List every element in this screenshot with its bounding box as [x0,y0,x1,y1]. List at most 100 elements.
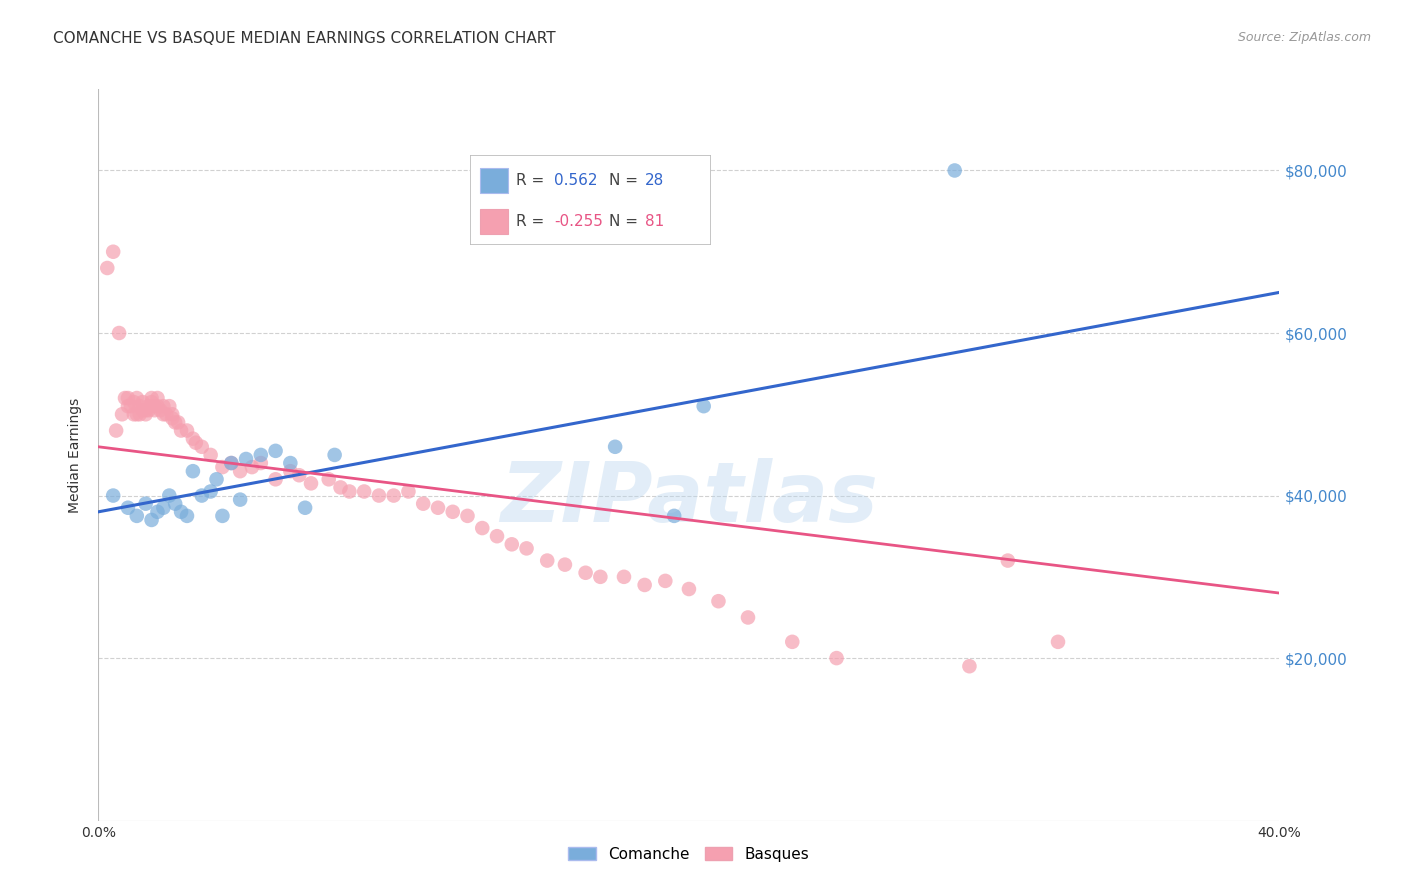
Point [146,391,169,405]
Point [146,505,169,519]
Text: R =: R = [516,173,544,187]
Point [141,395,163,409]
Point [693,399,716,413]
Point [288,468,311,483]
Point [184,435,207,450]
Point [165,416,187,430]
Point [605,440,627,454]
Point [294,500,316,515]
Point [170,505,193,519]
Point [589,570,612,584]
Point [782,635,804,649]
Point [167,416,190,430]
Point [634,578,657,592]
Point [221,456,243,470]
Point [111,407,134,421]
Y-axis label: Median Earnings: Median Earnings [69,397,83,513]
Point [132,403,155,417]
Point [229,464,252,478]
Point [135,407,157,421]
Point [997,553,1019,567]
Point [211,508,233,523]
Point [457,508,479,523]
Point [117,399,139,413]
Point [299,476,322,491]
Point [554,558,576,572]
Point [155,407,177,421]
Point [191,489,214,503]
Point [959,659,981,673]
Point [221,456,243,470]
Point [250,448,273,462]
Point [108,326,131,340]
Point [128,399,150,413]
Point [200,448,222,462]
Point [382,489,405,503]
Point [536,553,558,567]
Text: ZIPatlas: ZIPatlas [501,458,877,540]
Point [664,508,686,523]
Point [501,537,523,551]
Point [412,497,434,511]
Point [280,456,302,470]
Point [471,521,494,535]
Point [200,484,222,499]
Point [157,489,180,503]
Point [441,505,464,519]
Point [318,472,340,486]
Legend: Comanche, Basques: Comanche, Basques [562,840,815,868]
Point [138,399,160,413]
Point [398,484,420,499]
Point [264,443,287,458]
Point [205,472,228,486]
Point [120,399,142,413]
Point [323,448,346,462]
Point [122,395,145,409]
Point [152,407,174,421]
Point [103,489,125,503]
Point [128,407,150,421]
Point [678,582,700,596]
Text: N =: N = [609,173,638,187]
Point [943,163,966,178]
Point [229,492,252,507]
Point [125,407,148,421]
Text: 28: 28 [645,173,664,187]
Point [114,391,136,405]
Point [211,460,233,475]
Point [575,566,598,580]
Point [125,391,148,405]
Point [132,395,155,409]
Point [1046,635,1070,649]
Point [135,497,157,511]
Point [737,610,759,624]
Point [162,407,183,421]
Point [176,508,198,523]
Point [264,472,287,486]
Point [170,424,193,438]
Point [122,407,145,421]
Point [181,432,204,446]
Point [103,244,125,259]
Point [250,456,273,470]
Text: 81: 81 [645,214,664,228]
Point [516,541,538,556]
Point [135,403,157,417]
Text: Source: ZipAtlas.com: Source: ZipAtlas.com [1237,31,1371,45]
Text: N =: N = [609,214,638,228]
Point [157,399,180,413]
Point [152,500,174,515]
Point [162,411,183,425]
Point [825,651,848,665]
Point [181,464,204,478]
Point [143,399,166,413]
Point [176,424,198,438]
Point [427,500,450,515]
Point [240,460,263,475]
Text: -0.255: -0.255 [554,214,603,228]
Point [353,484,375,499]
Point [105,424,128,438]
FancyBboxPatch shape [479,209,509,234]
Text: 0.562: 0.562 [554,173,598,187]
Point [613,570,636,584]
